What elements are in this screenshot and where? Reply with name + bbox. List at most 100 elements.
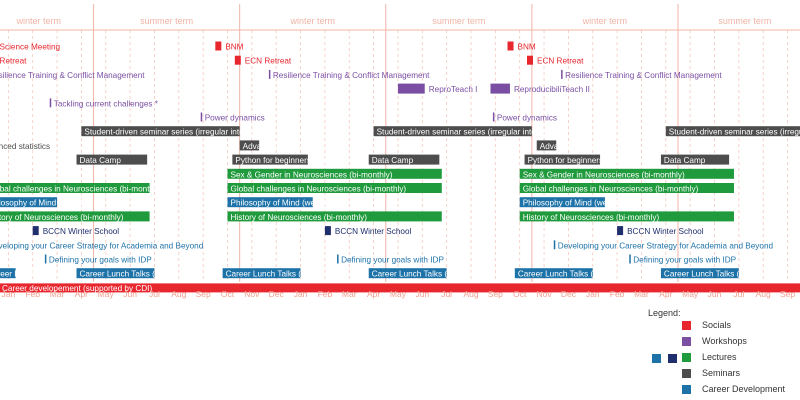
event-bar — [368, 268, 447, 279]
legend-label: Workshops — [702, 336, 747, 346]
event-bar — [519, 211, 734, 222]
event-bar — [536, 140, 557, 151]
event-label: History of Neurosciences (bi-monthly) — [231, 213, 368, 222]
event-bar — [368, 154, 440, 165]
legend-extra-squares — [652, 354, 682, 364]
event-bar — [227, 168, 442, 179]
month-tick-label: Apr — [75, 289, 88, 299]
event-bar — [665, 126, 800, 137]
month-tick-label: Jun — [415, 289, 429, 299]
month-tick-label: Mar — [50, 289, 65, 299]
month-tick-label: Oct — [221, 289, 235, 299]
legend-swatch — [682, 321, 691, 330]
event-bar — [660, 154, 730, 165]
event-label: BNM — [225, 43, 243, 52]
event-label: Resilience Training & Conflict Managemen… — [565, 71, 722, 80]
event-label: Advanced statistics — [0, 142, 50, 151]
event-bar — [227, 183, 442, 193]
legend-swatch — [682, 353, 691, 362]
month-tick-label: Feb — [25, 289, 40, 299]
month-tick-label: May — [682, 289, 699, 299]
month-tick-label: Apr — [367, 289, 380, 299]
month-tick-label: Sep — [488, 289, 503, 299]
event-bar — [524, 154, 601, 165]
month-tick-label: Dec — [561, 289, 577, 299]
month-tick-label: Jan — [586, 289, 600, 299]
event-bar — [76, 154, 148, 165]
legend-swatch — [682, 337, 691, 346]
event-label: Data Camp — [80, 156, 122, 165]
event-label: ECN Retreat — [0, 57, 27, 66]
event-label: ReproTeach I — [429, 85, 478, 94]
event-bar — [76, 268, 155, 279]
event-bar — [0, 197, 58, 208]
event-label: Sex & Gender in Neurosciences (bi-monthl… — [231, 170, 393, 179]
event-label: BCCN Winter School — [335, 227, 412, 236]
event-label: Tackling current challenges * — [54, 99, 159, 108]
term-label: summer term — [718, 16, 771, 26]
event-bar — [0, 211, 150, 222]
event-label: ECN Science Meeting — [0, 43, 61, 52]
month-tick-label: Feb — [610, 289, 625, 299]
event-bar — [397, 83, 425, 94]
event-label: ReproducibiliTeach II — [514, 85, 590, 94]
event-marker — [492, 112, 495, 122]
legend: Legend: Socials Workshops Lectures Seminars… — [646, 308, 796, 398]
legend-square — [668, 354, 677, 363]
month-tick-label: Feb — [318, 289, 333, 299]
event-label: Career Lunch Talks (weekly) — [664, 270, 767, 279]
event-label: Career Lunch Talks (weekly) — [372, 270, 475, 279]
month-tick-label: Jan — [1, 289, 15, 299]
month-tick-label: May — [390, 289, 407, 299]
event-label: Power dynamics — [497, 114, 557, 123]
month-tick-label: Nov — [244, 289, 260, 299]
event-label: Philosophy of Mind (weekly) — [0, 199, 89, 208]
career-development-bar — [0, 283, 800, 293]
legend-swatch — [682, 385, 691, 394]
term-label: winter term — [582, 16, 628, 26]
event-label: Defining your goals with IDP — [633, 256, 736, 265]
month-tick-label: Oct — [513, 289, 527, 299]
legend-label: Career Development — [702, 384, 786, 394]
event-marker — [268, 69, 271, 79]
event-square — [617, 226, 624, 236]
event-label: Advanced statistics — [540, 142, 610, 151]
month-tick-label: Jan — [294, 289, 308, 299]
month-tick-label: Mar — [342, 289, 357, 299]
event-label: Global challenges in Neurosciences (bi-m… — [523, 185, 699, 194]
event-bar — [490, 83, 510, 94]
event-label: Data Camp — [664, 156, 706, 165]
timeline-chart: winter term summer term winter term summer … — [0, 4, 800, 299]
event-square — [527, 55, 534, 65]
event-label: Student-driven seminar series (irregular… — [84, 128, 264, 137]
legend-label: Lectures — [702, 352, 737, 362]
event-label: Developing your Career Strategy for Acad… — [558, 241, 774, 250]
event-bar — [227, 211, 442, 222]
event-bar — [232, 154, 308, 165]
legend-label: Socials — [702, 320, 732, 330]
event-label: Sex & Gender in Neurosciences (bi-monthl… — [523, 170, 685, 179]
event-label: Resilience Training & Conflict Managemen… — [273, 71, 430, 80]
term-label: summer term — [432, 16, 485, 26]
month-tick-label: Aug — [463, 289, 478, 299]
month-tick-label: Mar — [634, 289, 649, 299]
event-label: Defining your goals with IDP — [341, 256, 444, 265]
event-label: ECN Retreat — [245, 57, 292, 66]
month-tick-label: Jun — [123, 289, 137, 299]
event-label: BCCN Winter School — [627, 227, 704, 236]
event-bar — [81, 126, 240, 137]
event-label: History of Neurosciences (bi-monthly) — [0, 213, 124, 222]
event-label: Python for beginners (weekly) — [235, 156, 344, 165]
event-marker — [337, 254, 339, 264]
legend-square — [652, 354, 661, 363]
event-marker — [44, 254, 47, 264]
event-label: Defining your goals with IDP — [49, 256, 152, 265]
event-bar — [519, 168, 734, 179]
event-label: Career Lunch Talks (weekly) — [226, 270, 329, 279]
event-marker — [553, 240, 556, 250]
event-label: BCCN Winter School — [43, 227, 120, 236]
event-label: Career Lunch Talks (weekly) — [518, 270, 621, 279]
legend-title: Legend: — [648, 308, 681, 318]
month-tick-label: Aug — [756, 289, 771, 299]
event-bar — [0, 183, 150, 193]
